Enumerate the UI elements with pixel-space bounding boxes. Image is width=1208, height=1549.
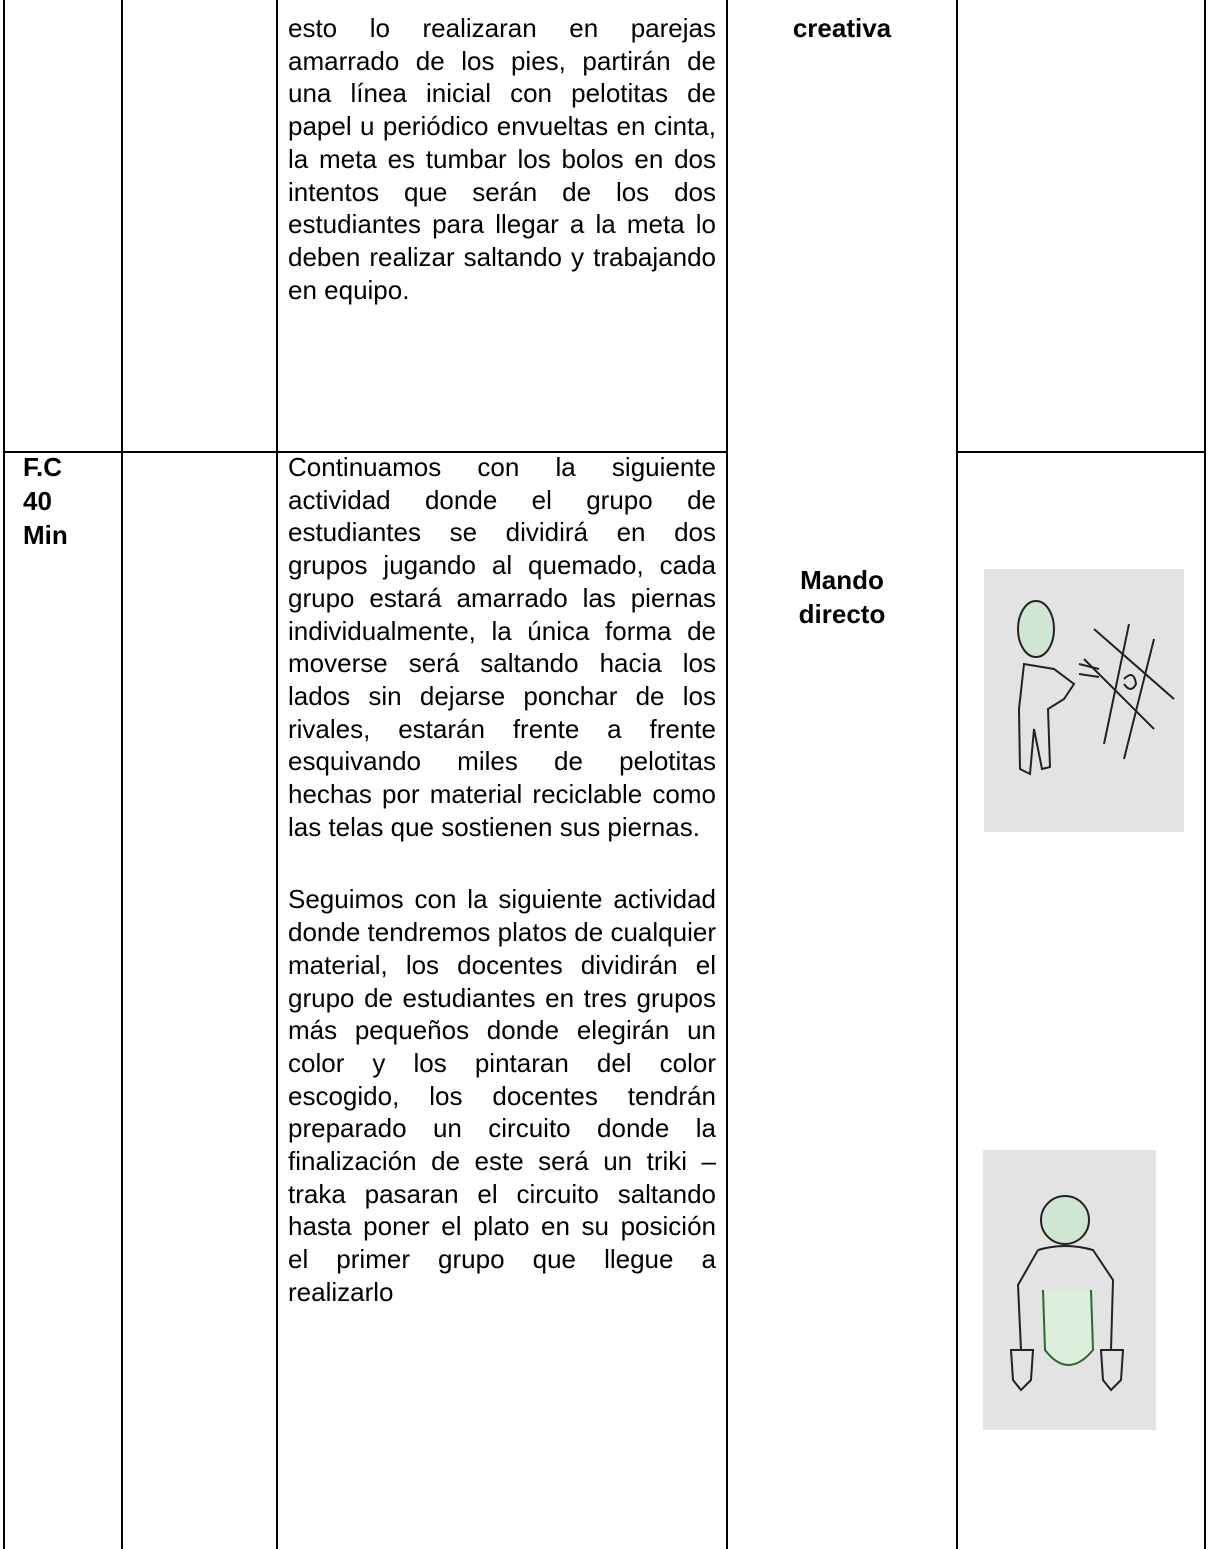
illustration [984,569,1184,832]
phase-line: Min [23,520,68,550]
method: Mando directo [798,565,886,629]
table-border [1204,0,1206,1549]
paragraph: esto lo realizaran en parejas amarrado d… [288,13,716,305]
phase-line: F.C [23,452,62,482]
paragraph: Seguimos con la siguiente actividad dond… [288,884,716,1307]
paragraph: Continuamos con la siguiente actividad d… [288,452,716,842]
table-border [3,0,5,1549]
method: creativa [792,13,892,43]
table-border [3,451,728,453]
activity-text: esto lo realizaran en parejas amarrado d… [288,12,716,346]
table-border [276,0,278,1549]
table-border [956,0,958,1549]
table-border [121,0,123,1549]
illustration [983,1150,1156,1430]
phase: F.C 40 Min [23,450,68,552]
activity-text: Continuamos con la siguiente actividad d… [288,451,716,1349]
phase-line: 40 [23,486,52,516]
table-border [726,0,728,1549]
table-border [956,451,1206,453]
